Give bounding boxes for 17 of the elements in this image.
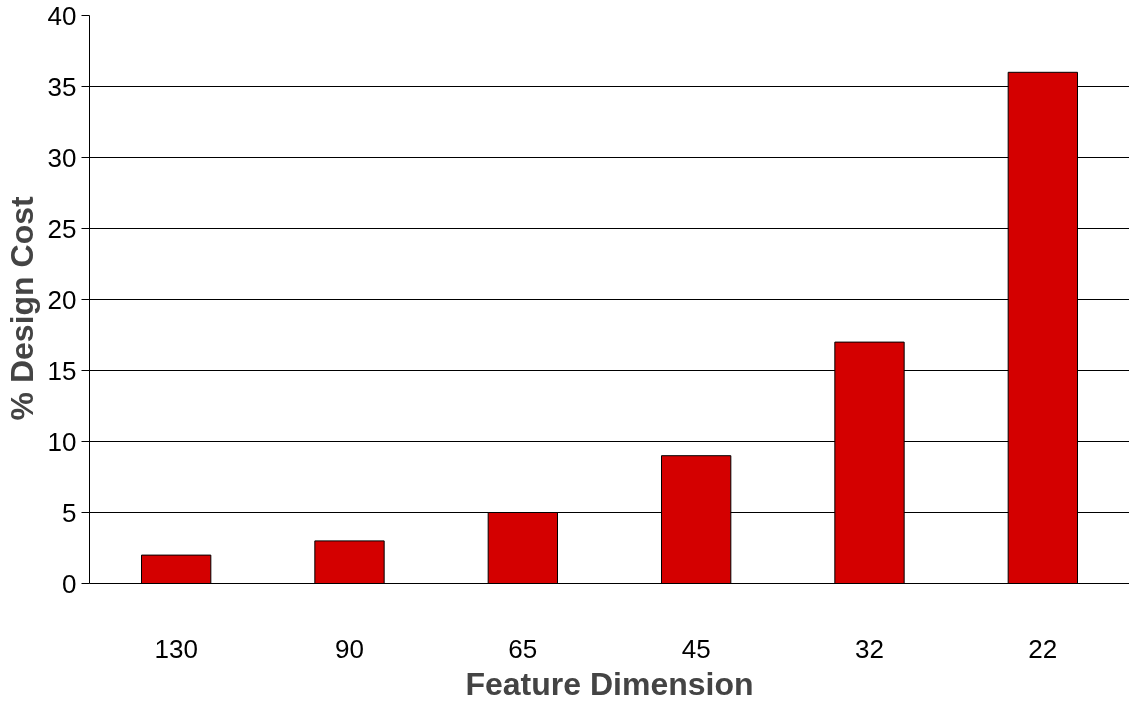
y-tick-label: 20 (47, 284, 77, 315)
x-tick-label: 65 (508, 633, 538, 664)
y-tick-label: 35 (47, 71, 77, 102)
y-axis-title: % Design Cost (3, 196, 40, 421)
y-tick-label: 5 (62, 497, 77, 528)
x-tick-label: 32 (855, 633, 884, 664)
x-tick-label: 90 (335, 633, 364, 664)
y-tick-label: 40 (47, 0, 77, 31)
y-tick-label: 30 (47, 142, 77, 173)
x-tick-label: 45 (681, 633, 711, 664)
x-tick-label: 22 (1028, 633, 1058, 664)
y-tick-label: 0 (62, 568, 77, 599)
y-tick-label: 15 (47, 355, 77, 386)
y-tick-label: 10 (47, 426, 77, 457)
x-axis-title: Feature Dimension (465, 665, 754, 702)
x-tick-label: 130 (154, 633, 198, 664)
y-tick-label: 25 (47, 213, 77, 244)
